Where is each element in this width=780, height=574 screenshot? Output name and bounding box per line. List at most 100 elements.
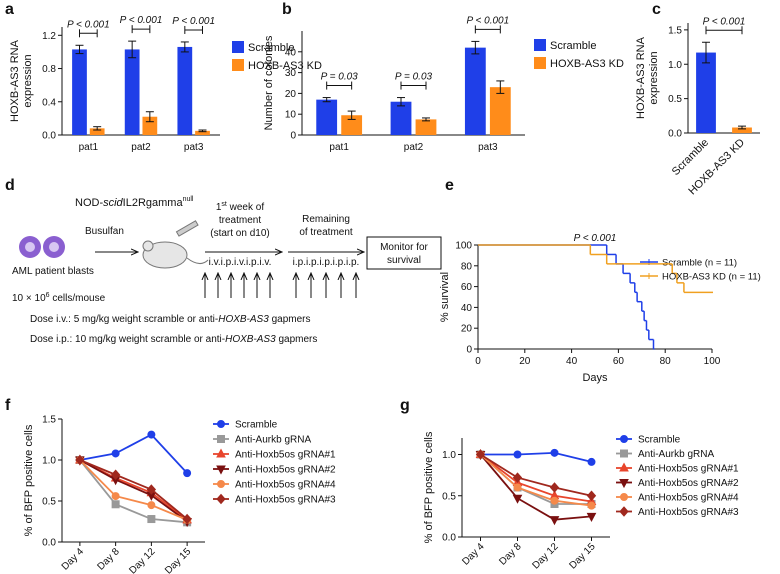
y-tick-label: 10 [285, 110, 297, 121]
monitor-label: survival [387, 255, 421, 266]
marker [587, 457, 596, 466]
y-axis-label: Number of colonies [263, 35, 275, 130]
bar [390, 101, 412, 135]
marker [111, 449, 120, 458]
legend-label: Anti-Aurkb gRNA [235, 435, 311, 446]
marker [550, 448, 559, 457]
bar [89, 128, 105, 135]
marker [75, 454, 85, 466]
panel-label: e [445, 177, 454, 194]
legend-label: Anti-Hoxb5os gRNA#1 [638, 464, 739, 475]
marker [586, 512, 597, 522]
monitor-label: Monitor for [380, 242, 428, 253]
legend-swatch [534, 57, 546, 69]
marker [549, 482, 560, 493]
x-tick-label: Day 4 [460, 541, 487, 568]
y-axis-label: expression [648, 51, 660, 104]
bar [177, 46, 193, 135]
x-tick-label: Day 15 [567, 541, 597, 571]
x-tick-label: Day 4 [60, 546, 87, 573]
marker [549, 516, 560, 526]
legend-marker [620, 435, 628, 443]
y-tick-label: 1.0 [668, 60, 682, 71]
y-tick-label: 1.0 [42, 456, 56, 467]
y-tick-label: 40 [461, 303, 473, 314]
schedule: i.v.i.p.i.v.i.p.i.v. [209, 257, 272, 268]
y-tick-label: 30 [285, 68, 297, 79]
y-tick-label: 20 [461, 324, 473, 335]
x-tick-label: 0 [475, 356, 481, 367]
bar [195, 130, 210, 135]
y-tick-label: 0.5 [442, 491, 456, 502]
marker [586, 490, 597, 502]
legend-label: Scramble [638, 435, 681, 446]
series-line [479, 453, 592, 503]
schedule: i.p.i.p.i.p.i.p.i.p. [293, 257, 360, 268]
series-line [79, 433, 188, 474]
legend-marker [620, 493, 628, 501]
annotation: P < 0.001 [172, 16, 215, 27]
cell-dose: 10 × 106 cells/mouse [12, 292, 106, 304]
marker [512, 472, 523, 483]
y-tick-label: 80 [461, 261, 473, 272]
series-line [79, 459, 188, 524]
annotation: P < 0.001 [466, 15, 509, 26]
legend-marker [216, 448, 226, 458]
series-line [79, 459, 188, 520]
y-axis-label: HOXB-AS3 RNA [9, 39, 21, 122]
x-axis-label: Days [582, 372, 608, 384]
bar [341, 115, 363, 135]
y-tick-label: 20 [285, 89, 297, 100]
y-tick-label: 1.2 [42, 31, 56, 42]
bar [316, 99, 338, 135]
y-axis-label: % of BFP positive cells [423, 431, 435, 543]
series-line [479, 453, 592, 505]
x-tick-label: Day 8 [497, 541, 524, 568]
y-axis-label: HOXB-AS3 RNA [635, 36, 647, 119]
bar [72, 49, 87, 135]
annotation: P = 0.03 [321, 72, 359, 83]
x-tick-label: pat2 [404, 142, 424, 153]
series-line [479, 453, 592, 507]
y-tick-label: 60 [461, 282, 473, 293]
marker [512, 494, 523, 504]
legend-marker [217, 480, 225, 488]
y-tick-label: 0.5 [668, 94, 682, 105]
mouse-icon [142, 220, 209, 269]
x-tick-label: 100 [704, 356, 721, 367]
x-tick-label: 60 [613, 356, 625, 367]
y-tick-label: 0.0 [668, 129, 682, 140]
bar [124, 49, 140, 135]
x-tick-label: pat2 [131, 142, 151, 153]
annotation: P < 0.001 [703, 16, 746, 27]
dose-iv: Dose i.v.: 5 mg/kg weight scramble or an… [30, 314, 310, 325]
legend-label: HOXB-AS3 KD [550, 58, 624, 70]
marker [182, 513, 192, 525]
first-week-label: 1st week of [216, 201, 264, 213]
y-tick-label: 0.5 [42, 497, 56, 508]
marker [146, 484, 157, 495]
annotation: P < 0.001 [120, 15, 163, 26]
mouse-strain: NOD-scidIL2Rgammanull [75, 196, 194, 209]
x-tick-label: pat1 [329, 142, 349, 153]
first-week-label: treatment [219, 215, 261, 226]
y-tick-label: 1.0 [442, 450, 456, 461]
cell-icon [49, 242, 59, 252]
bar [464, 47, 486, 135]
legend-swatch [534, 39, 546, 51]
legend-label: Anti-Hoxb5os gRNA#3 [638, 507, 739, 518]
bar [732, 127, 752, 133]
remaining-label: Remaining [302, 214, 350, 225]
legend-label: Scramble (n = 11) [662, 258, 737, 269]
x-tick-label: pat3 [478, 142, 498, 153]
y-axis-label: % of BFP positive cells [23, 424, 35, 536]
series-line [480, 451, 592, 463]
y-tick-label: 0 [290, 131, 296, 142]
panel-label: d [5, 177, 15, 194]
y-tick-label: 0.4 [42, 97, 56, 108]
legend-label: Scramble [550, 40, 596, 52]
legend-label: Anti-Hoxb5os gRNA#2 [235, 465, 336, 476]
marker [183, 469, 192, 478]
bar [415, 119, 437, 135]
